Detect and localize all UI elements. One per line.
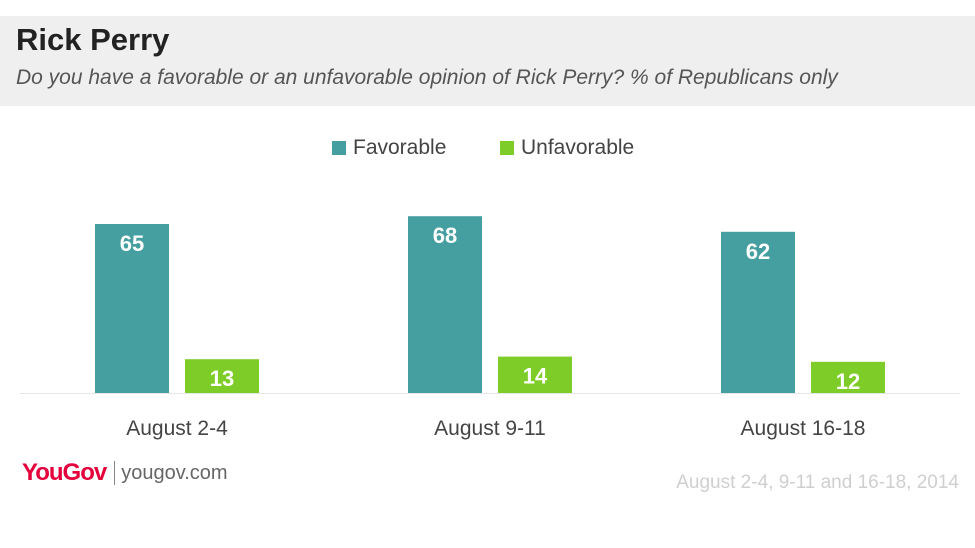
legend-item-favorable: Favorable — [332, 136, 446, 160]
legend-label-unfavorable: Unfavorable — [521, 136, 635, 159]
legend-item-unfavorable: Unfavorable — [500, 136, 634, 160]
logo-url: yougov.com — [121, 461, 228, 484]
bar-favorable-1 — [95, 224, 169, 393]
data-label-unfavorable-2: 14 — [523, 364, 548, 389]
chart-title: Rick Perry — [16, 22, 170, 57]
legend-swatch-favorable — [332, 141, 346, 155]
data-label-favorable-1: 65 — [120, 231, 144, 256]
legend-swatch-unfavorable — [500, 141, 514, 155]
chart-subtitle: Do you have a favorable or an unfavorabl… — [16, 66, 838, 89]
bar-favorable-2 — [408, 216, 482, 393]
data-label-favorable-3: 62 — [746, 239, 770, 264]
category-label-2: August 9-11 — [434, 417, 546, 440]
data-label-unfavorable-3: 12 — [836, 369, 860, 394]
bar-unfavorable-1 — [185, 359, 259, 393]
data-label-unfavorable-1: 13 — [210, 366, 234, 391]
legend: Favorable Unfavorable — [0, 136, 975, 160]
legend-label-favorable: Favorable — [353, 136, 447, 159]
bar-unfavorable-3 — [811, 361, 885, 393]
data-label-favorable-2: 68 — [433, 223, 457, 248]
yougov-logo: YouGov yougov.com — [22, 458, 228, 488]
logo-mark: YouGov — [22, 459, 107, 486]
header-band: Rick Perry Do you have a favorable or an… — [0, 16, 975, 106]
category-label-3: August 16-18 — [741, 417, 866, 440]
bar-favorable-3 — [721, 231, 795, 393]
logo-divider — [114, 461, 116, 485]
bar-unfavorable-2 — [498, 356, 572, 393]
date-footnote: August 2-4, 9-11 and 16-18, 2014 — [676, 472, 959, 493]
category-label-1: August 2-4 — [126, 417, 228, 440]
